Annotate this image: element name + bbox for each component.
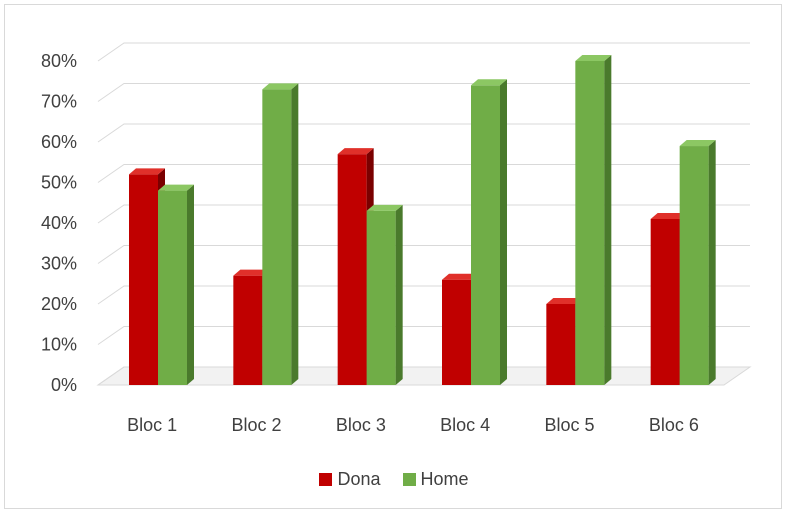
y-tick-label: 20% [41,294,77,314]
y-tick-label: 50% [41,173,77,193]
chart-legend: Dona Home [0,469,788,490]
bar-home-side [187,184,194,385]
bar-home [366,210,396,385]
legend-item-dona: Dona [319,469,381,490]
bar-home-top [262,83,299,90]
bar-home-top [679,140,716,147]
bar-home-top [471,79,507,86]
gridline [97,204,750,224]
bar-home-side [500,79,507,386]
gridline [97,42,750,62]
bar-dona-top [233,269,270,276]
bar-home-side [395,204,403,385]
y-tick-label: 70% [41,92,77,112]
legend-label-dona: Dona [337,469,381,489]
y-tick-label: 30% [41,254,77,274]
gridline [97,245,750,264]
legend-swatch-dona [319,473,333,486]
x-tick-label: Bloc 4 [440,415,490,435]
y-tick-label: 40% [41,213,77,233]
bar-home [679,146,709,385]
legend-swatch-home [402,473,416,486]
bar-home [471,85,500,386]
bar-dona-top [650,212,687,219]
gridline [97,83,750,102]
bar-dona [546,304,576,385]
bar-home [158,190,187,385]
bar-dona-top [337,148,374,155]
bar-home-top [575,55,612,61]
bar-dona-top [442,273,478,280]
y-tick-label: 10% [41,335,77,355]
gridline [97,366,750,386]
bar-dona-top [546,298,583,304]
y-tick-label: 60% [41,132,77,152]
x-tick-label: Bloc 3 [336,415,386,435]
bar-home-top [158,184,194,191]
bar-dona [650,218,680,385]
x-tick-label: Bloc 5 [544,415,594,435]
gridline [97,326,750,345]
bar-home-side [291,83,299,385]
legend-item-home: Home [402,469,469,490]
legend-label-home: Home [420,469,469,489]
x-tick-label: Bloc 2 [231,415,281,435]
bar-dona [337,154,367,385]
bar-home [575,61,605,385]
gridline [97,285,750,305]
bar-dona-top [129,168,165,175]
y-tick-label: 0% [51,375,77,395]
bar-home [262,89,292,385]
bar-dona [233,275,263,385]
bar-home-side [708,140,716,385]
bar-dona [442,279,471,385]
gridline [97,123,750,143]
gridline [97,164,750,183]
x-tick-label: Bloc 6 [649,415,699,435]
bar-home-side [604,55,612,385]
y-tick-label: 80% [41,51,77,71]
bar-home-top [366,204,403,211]
x-tick-label: Bloc 1 [127,415,177,435]
bar-dona [129,174,158,385]
